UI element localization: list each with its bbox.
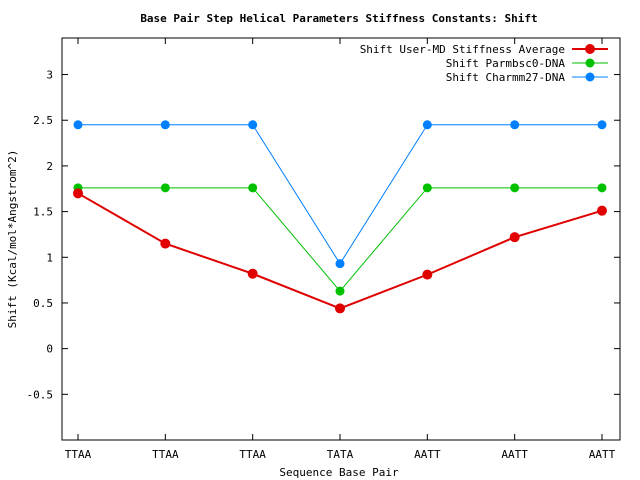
data-point [510, 183, 520, 193]
data-point [248, 183, 258, 193]
legend-marker [585, 58, 595, 68]
data-point [248, 120, 258, 130]
series-3 [73, 120, 607, 269]
x-axis-label: Sequence Base Pair [279, 466, 399, 479]
data-point [509, 232, 520, 243]
data-point [597, 183, 607, 193]
y-tick-label: 1.5 [33, 206, 53, 219]
data-point [335, 303, 345, 314]
y-tick-label: 1 [46, 251, 53, 264]
data-point [160, 238, 171, 249]
legend-label: Shift User-MD Stiffness Average [360, 43, 565, 56]
data-point [73, 188, 83, 199]
series-line [78, 124, 602, 265]
y-axis-label: Shift (Kcal/mol*Angstrom^2) [6, 150, 19, 329]
y-tick-label: 0 [46, 343, 53, 356]
data-point [422, 269, 433, 280]
data-point [335, 259, 345, 269]
data-point [597, 120, 607, 130]
x-tick-label: TATA [327, 448, 354, 461]
chart-title: Base Pair Step Helical Parameters Stiffn… [140, 12, 537, 25]
legend-marker [585, 44, 595, 54]
x-axis: TTAA TTAA TTAA TATA AATT AATT AATT [65, 38, 616, 461]
y-axis: -0.5 0 0.5 1 1.5 2 2.5 3 [27, 69, 620, 401]
x-tick-label: TTAA [65, 448, 92, 461]
series-2 [73, 183, 607, 296]
legend-label: Shift Parmbsc0-DNA [446, 57, 566, 70]
x-tick-label: AATT [589, 448, 616, 461]
y-tick-label: 0.5 [33, 297, 53, 310]
data-point [335, 286, 345, 296]
x-tick-label: TTAA [152, 448, 179, 461]
series-layer [73, 120, 607, 314]
data-point [422, 120, 432, 130]
data-point [510, 120, 520, 130]
plot-area [61, 37, 621, 441]
x-tick-label: TTAA [239, 448, 266, 461]
data-point [422, 183, 432, 193]
y-tick-label: 2.5 [33, 114, 53, 127]
legend-label: Shift Charmm27-DNA [446, 71, 566, 84]
series-1 [73, 188, 607, 314]
y-tick-label: -0.5 [27, 388, 54, 401]
y-tick-label: 2 [46, 160, 53, 173]
data-point [160, 183, 170, 193]
legend-marker [585, 72, 595, 82]
data-point [160, 120, 170, 130]
data-point [597, 205, 607, 216]
x-tick-label: AATT [414, 448, 441, 461]
data-point [73, 120, 83, 130]
x-tick-label: AATT [501, 448, 528, 461]
data-point [247, 268, 258, 279]
y-tick-label: 3 [46, 69, 53, 82]
